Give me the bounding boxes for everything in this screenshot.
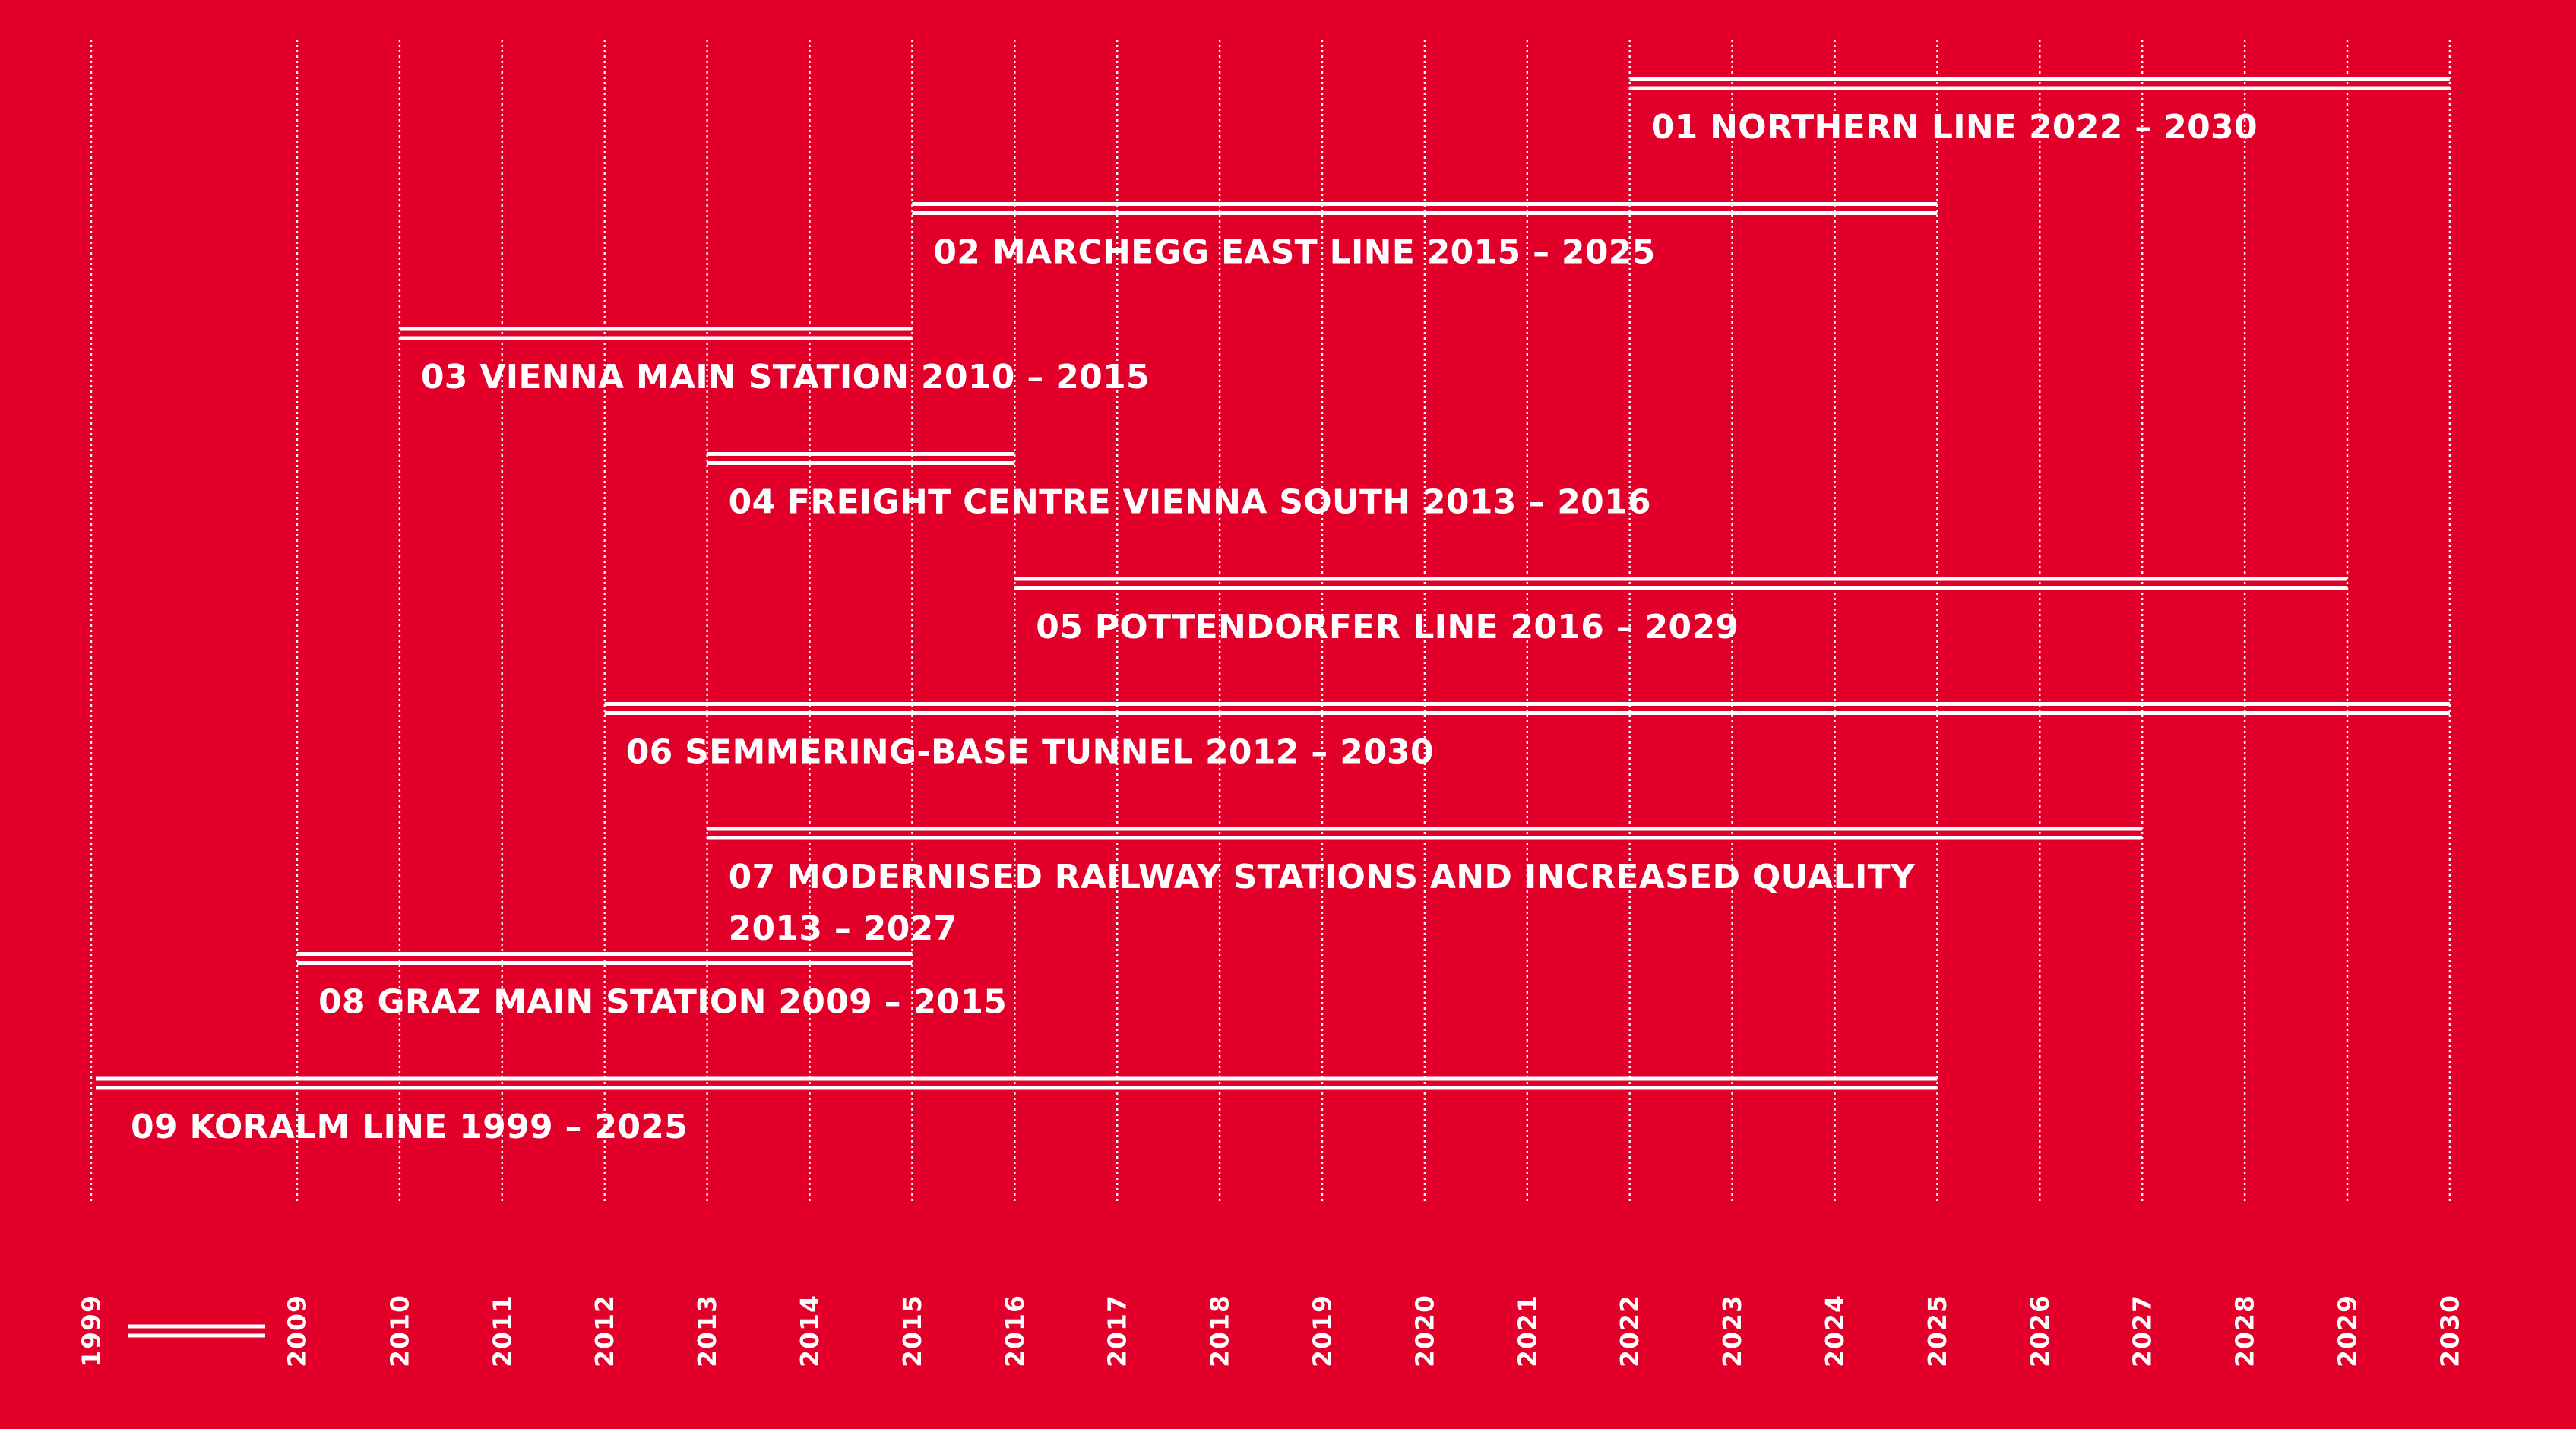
project-bar [912, 202, 1938, 215]
tick-label-2030: 2030 [2435, 1295, 2464, 1367]
tick-label-2023: 2023 [1717, 1295, 1747, 1367]
project-label: 05 POTTENDORFER LINE 2016 – 2029 [1036, 608, 1739, 647]
tick-label-2015: 2015 [897, 1295, 927, 1367]
tick-label-2012: 2012 [590, 1295, 619, 1367]
tick-label-2014: 2014 [795, 1295, 824, 1367]
tick-label-2028: 2028 [2230, 1295, 2260, 1367]
tick-label-1999: 1999 [77, 1295, 106, 1367]
project-label: 02 MARCHEGG EAST LINE 2015 – 2025 [933, 233, 1655, 272]
project-bar [297, 952, 913, 965]
project-bar [96, 1076, 1938, 1090]
tick-label-2025: 2025 [1923, 1295, 1952, 1367]
project-label-line2: 2013 – 2027 [729, 909, 957, 948]
tick-label-2017: 2017 [1103, 1295, 1132, 1367]
tick-label-2011: 2011 [487, 1295, 517, 1367]
project-label: 08 GRAZ MAIN STATION 2009 – 2015 [318, 983, 1007, 1022]
project-labels: 01 NORTHERN LINE 2022 – 2030 02 MARCHEGG … [131, 108, 2258, 1146]
tick-labels: 1999 2009 2010 2011 2012 2013 2014 2015 2016 2017… [77, 1295, 2465, 1367]
tick-label-2010: 2010 [385, 1295, 414, 1367]
tick-label-2019: 2019 [1308, 1295, 1337, 1367]
tick-label-2024: 2024 [1820, 1295, 1850, 1367]
tick-label-2020: 2020 [1410, 1295, 1439, 1367]
tick-label-2013: 2013 [692, 1295, 722, 1367]
project-label: 01 NORTHERN LINE 2022 – 2030 [1651, 108, 2258, 147]
tick-label-2018: 2018 [1205, 1295, 1235, 1367]
tick-label-2009: 2009 [283, 1295, 312, 1367]
project-label: 07 MODERNISED RAILWAY STATIONS AND INCRE… [729, 858, 1916, 896]
project-bar [1014, 577, 2347, 590]
tick-label-2027: 2027 [2128, 1295, 2157, 1367]
tick-label-2016: 2016 [1000, 1295, 1030, 1367]
project-label: 03 VIENNA MAIN STATION 2010 – 2015 [421, 358, 1150, 397]
project-label: 09 KORALM LINE 1999 – 2025 [131, 1108, 688, 1146]
project-bar [604, 702, 2450, 715]
project-bar [399, 327, 913, 340]
project-bar [707, 452, 1015, 465]
tick-label-2022: 2022 [1615, 1295, 1644, 1367]
tick-label-2021: 2021 [1512, 1295, 1542, 1367]
year-axis: 1999 2009 2010 2011 2012 2013 2014 2015 2016 2017… [77, 1295, 2465, 1367]
tick-label-2029: 2029 [2333, 1295, 2362, 1367]
axis-break-mark [128, 1324, 265, 1338]
gridlines [90, 40, 2451, 1202]
tick-label-2026: 2026 [2025, 1295, 2055, 1367]
project-bar [1629, 77, 2450, 90]
project-bar [707, 827, 2143, 840]
project-bars [96, 77, 2450, 1090]
project-label: 06 SEMMERING-BASE TUNNEL 2012 – 2030 [626, 733, 1434, 772]
project-label: 04 FREIGHT CENTRE VIENNA SOUTH 2013 – 20… [729, 483, 1651, 522]
